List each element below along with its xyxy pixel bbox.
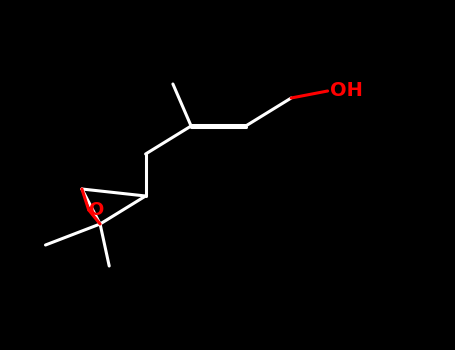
Text: OH: OH	[330, 82, 363, 100]
Text: O: O	[88, 201, 103, 219]
